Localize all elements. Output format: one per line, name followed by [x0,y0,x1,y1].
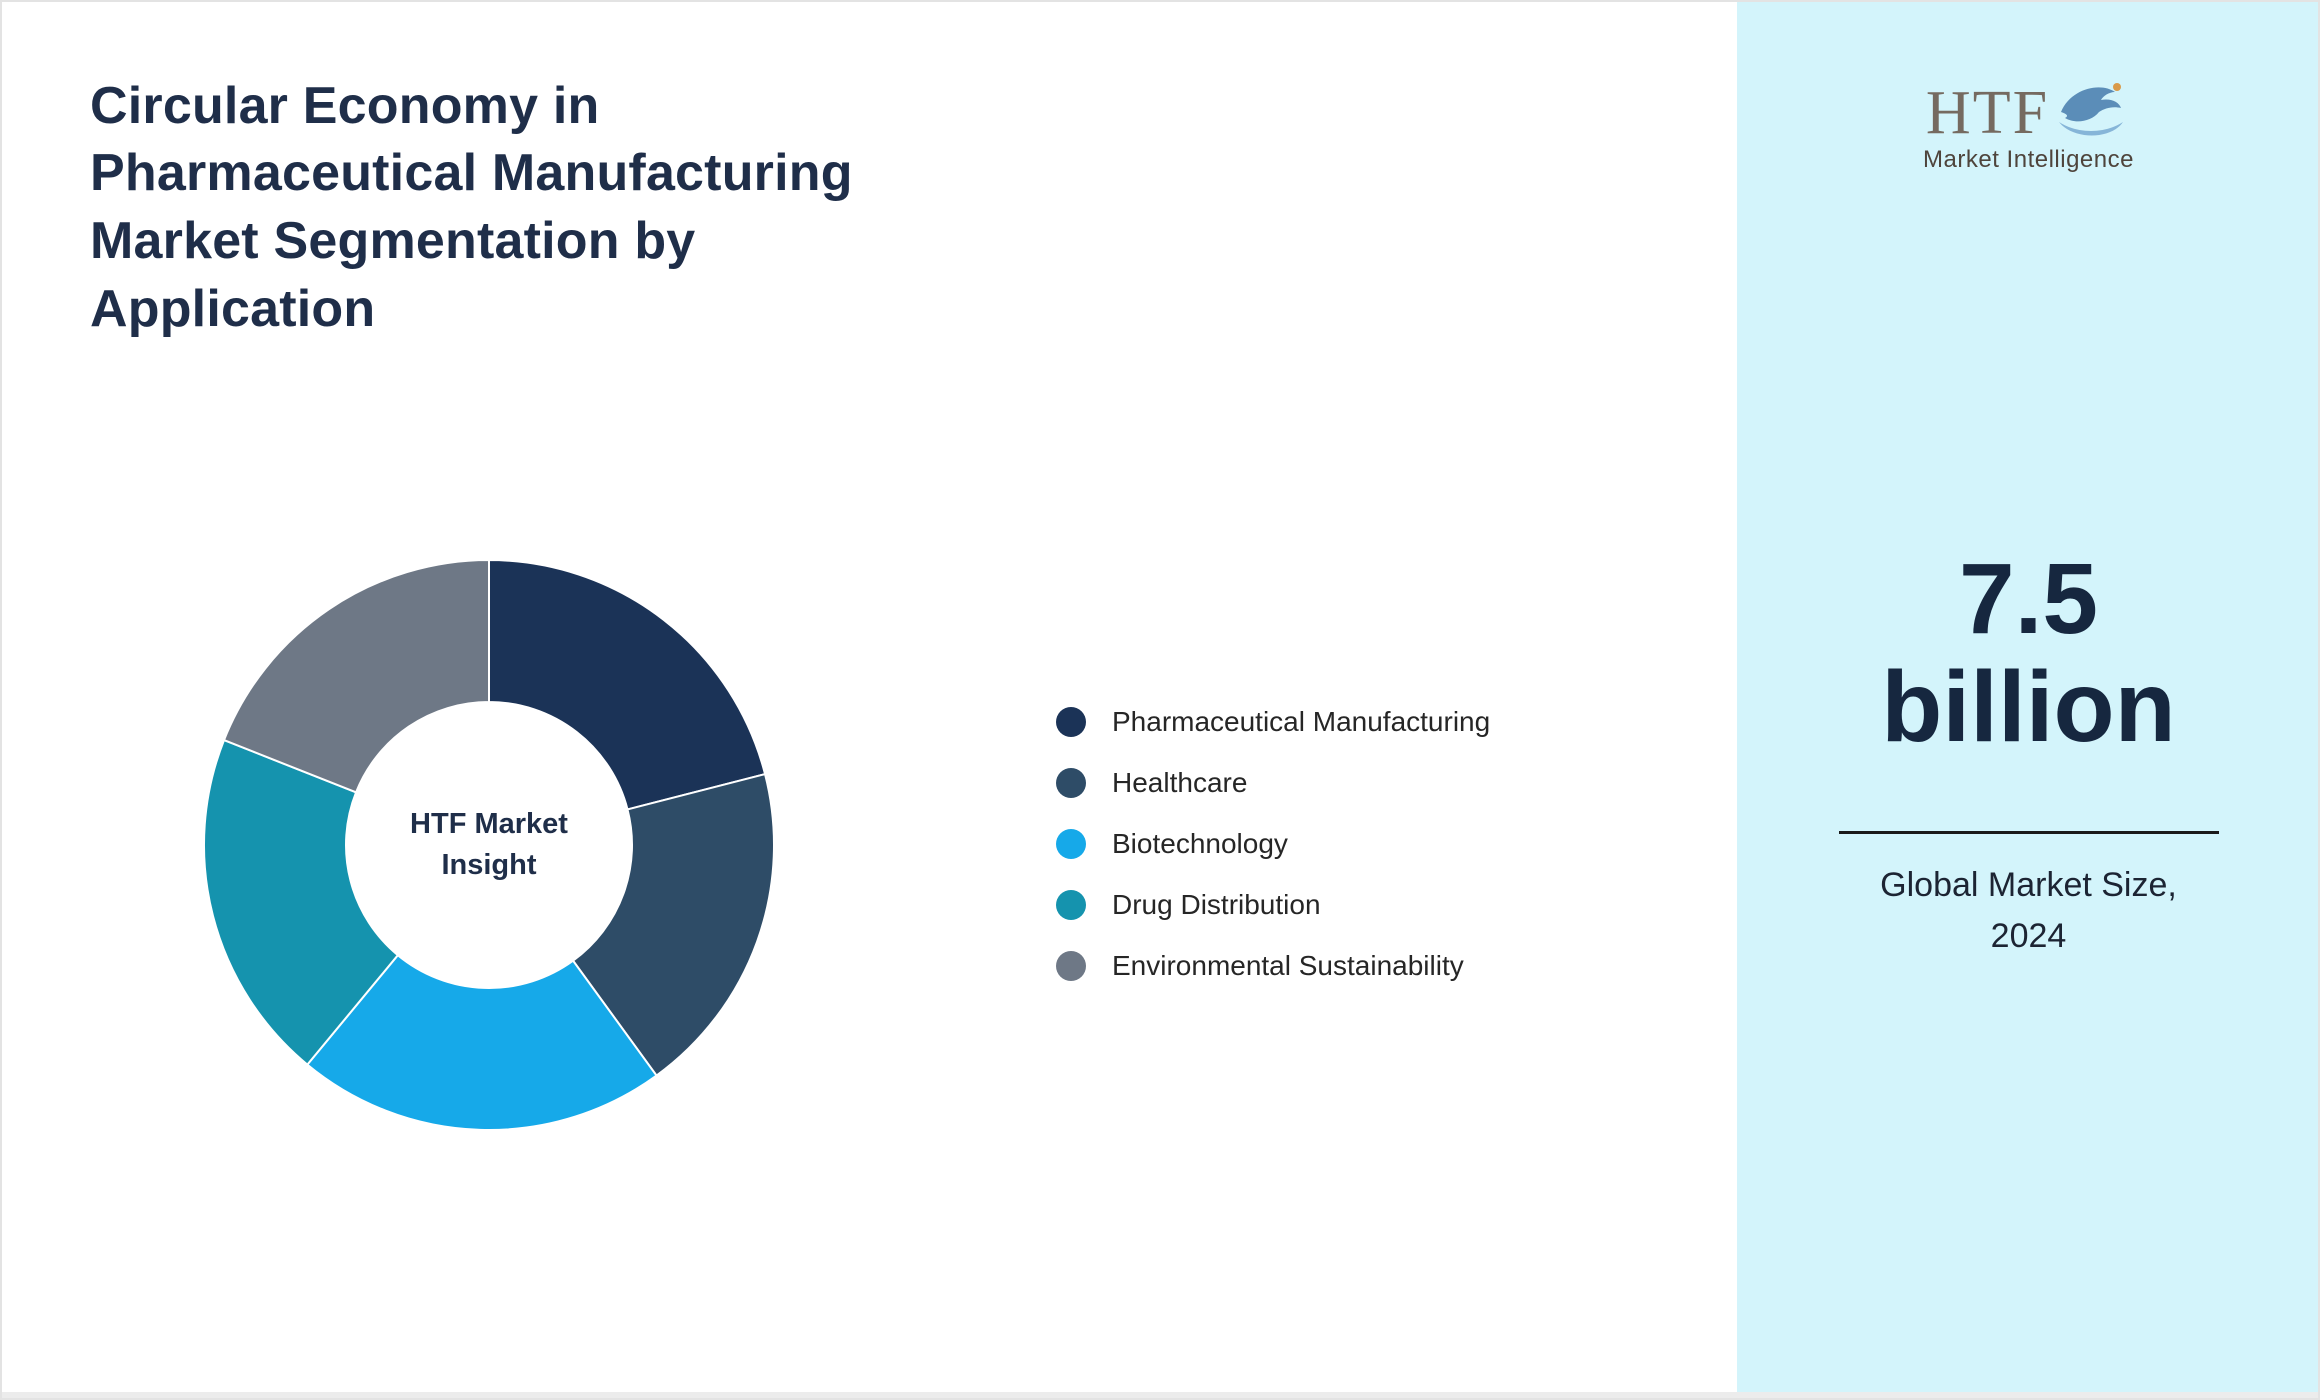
legend-dot-icon [1056,707,1086,737]
title-line: Pharmaceutical Manufacturing [90,144,853,203]
bottom-border-bar [0,1392,2320,1400]
page-title: Circular Economy in Pharmaceutical Manuf… [90,73,990,343]
legend-label: Environmental Sustainability [1112,950,1464,981]
legend: Pharmaceutical Manufacturing Healthcare Bi… [1056,706,1490,982]
donut-center-label-line: Insight [441,849,537,881]
donut-center-label: HTF Market Insight [199,555,779,1135]
legend-item: Drug Distribution [1056,889,1490,921]
brand-tagline: Market Intelligence [1923,146,2134,173]
title-line: Circular Economy in [90,76,600,135]
legend-dot-icon [1056,890,1086,920]
donut-chart: HTF Market Insight [199,555,779,1135]
donut-chart-svg [203,558,775,1131]
legend-label: Pharmaceutical Manufacturing [1112,706,1491,737]
dolphin-icon [2059,83,2124,136]
legend-item: Environmental Sustainability [1056,950,1490,982]
donut-segment [305,953,658,1131]
brand-logo: HTF Market Intelligence [1737,78,2320,174]
stat-caption-line: Global Market Size, [1880,866,2177,904]
stat-divider [1838,831,2219,834]
title-line: Market Segmentation by [90,212,696,271]
stat-unit: billion [1881,651,2176,763]
legend-label: Biotechnology [1112,828,1288,859]
legend-item: Pharmaceutical Manufacturing [1056,706,1490,738]
legend-label: Drug Distribution [1112,889,1321,920]
brand-name: HTF [1925,79,2050,148]
title-line: Application [90,279,376,338]
stat-caption-line: 2024 [1990,917,2067,955]
legend-item: Biotechnology [1056,828,1490,860]
legend-dot-icon [1056,768,1086,798]
stat-panel: HTF Market Intelligence 7.5 billion Glob… [1737,0,2320,1392]
legend-label: Healthcare [1112,767,1248,798]
stat-caption: Global Market Size, 2024 [1737,860,2320,962]
legend-dot-icon [1056,951,1086,981]
market-size-stat: 7.5 billion Global Market Size, 2024 [1737,545,2320,962]
donut-segment [203,738,400,1067]
donut-center-label-line: HTF Market [410,808,568,841]
brand-logo-top: HTF [1925,78,2131,148]
donut-segment [222,558,490,794]
donut-segment [488,558,767,811]
legend-dot-icon [1056,829,1086,859]
stat-value: 7.5 [1958,543,2098,655]
legend-item: Healthcare [1056,767,1490,799]
donut-segment [571,772,775,1077]
